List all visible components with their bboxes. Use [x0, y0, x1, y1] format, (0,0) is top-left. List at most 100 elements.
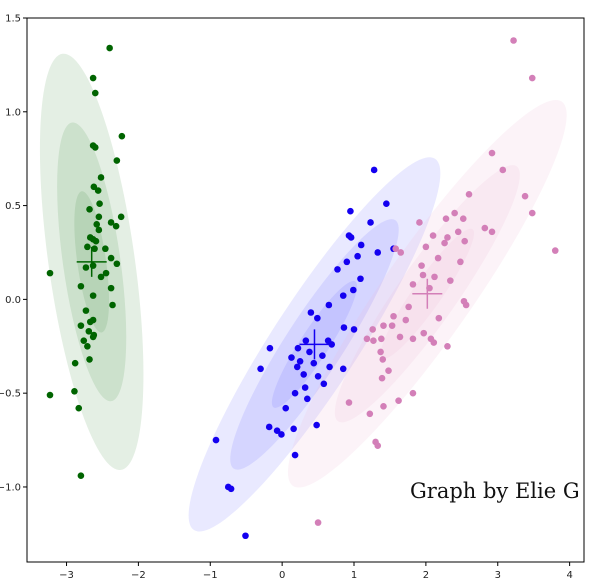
- point-series-1-6: [91, 144, 99, 151]
- point-series-2-2: [383, 200, 390, 208]
- point-series-1-33: [107, 284, 115, 292]
- point-series-1-47: [71, 387, 78, 395]
- point-series-3-18: [441, 239, 448, 247]
- point-series-2-51: [242, 532, 249, 540]
- point-series-2-15: [339, 292, 347, 299]
- point-series-3-6: [521, 192, 529, 200]
- point-series-2-39: [291, 389, 299, 397]
- point-series-1-44: [84, 342, 91, 350]
- point-series-1-22: [84, 243, 91, 251]
- point-series-2-34: [339, 365, 347, 373]
- point-series-2-14: [349, 286, 357, 294]
- point-series-1-23: [91, 245, 98, 253]
- point-series-3-53: [409, 389, 417, 397]
- point-series-1-39: [77, 322, 85, 329]
- point-series-2-22: [302, 337, 310, 344]
- point-series-3-34: [435, 314, 443, 322]
- point-series-3-51: [385, 367, 392, 374]
- y-tick-label-6: −1.0: [0, 482, 21, 493]
- y-tick-label-4: 0.0: [5, 295, 21, 306]
- point-series-2-11: [343, 258, 351, 266]
- point-series-1-4: [118, 132, 126, 140]
- point-series-3-12: [481, 224, 489, 232]
- point-series-3-49: [377, 348, 384, 356]
- point-series-3-15: [429, 232, 437, 239]
- point-series-2-9: [374, 249, 382, 256]
- point-series-1-13: [95, 213, 103, 221]
- point-series-3-43: [363, 335, 371, 343]
- x-tick-label-2: −2: [131, 570, 146, 581]
- x-tick-label-5: 1: [351, 570, 357, 581]
- point-series-2-19: [340, 324, 348, 331]
- point-series-3-41: [378, 335, 385, 343]
- y-tick-label-5: −0.5: [0, 389, 21, 400]
- point-series-3-50: [379, 356, 387, 363]
- plot-frame: [26, 17, 585, 563]
- point-series-1-25: [107, 254, 115, 262]
- point-series-3-22: [551, 247, 559, 254]
- y-tick-label-3: 0.5: [5, 201, 21, 212]
- x-tick-label-6: 2: [423, 570, 429, 581]
- point-series-2-32: [326, 363, 333, 371]
- point-series-3-44: [420, 329, 428, 337]
- point-series-3-2: [528, 74, 536, 82]
- point-series-2-29: [296, 357, 304, 365]
- point-series-2-44: [290, 425, 297, 433]
- point-series-3-9: [442, 215, 450, 223]
- point-series-2-28: [319, 352, 326, 359]
- point-series-3-20: [392, 245, 399, 253]
- point-series-3-56: [380, 403, 387, 410]
- point-series-1-24: [102, 245, 109, 253]
- data-points: [46, 37, 559, 540]
- point-series-3-17: [461, 237, 468, 245]
- point-series-2-16: [325, 301, 333, 309]
- point-series-2-50: [227, 485, 235, 493]
- point-series-1-27: [89, 262, 97, 269]
- point-series-2-3: [347, 207, 354, 215]
- point-series-1-8: [97, 174, 105, 181]
- point-series-2-46: [278, 431, 285, 438]
- point-series-1-14: [117, 213, 125, 221]
- point-series-3-8: [528, 209, 536, 217]
- point-series-3-4: [499, 166, 507, 174]
- point-series-1-16: [93, 221, 101, 228]
- point-series-2-27: [288, 354, 295, 361]
- point-series-2-10: [354, 252, 361, 260]
- point-series-2-26: [306, 348, 313, 356]
- point-series-1-29: [102, 269, 110, 277]
- point-series-3-5: [465, 191, 473, 198]
- point-series-3-32: [462, 301, 470, 309]
- point-series-1-31: [97, 273, 105, 281]
- point-series-2-38: [301, 384, 309, 391]
- point-series-2-23: [328, 341, 336, 348]
- point-series-2-24: [294, 344, 302, 352]
- point-series-2-17: [307, 309, 315, 316]
- point-series-3-23: [434, 254, 442, 262]
- point-series-2-35: [300, 371, 308, 378]
- point-series-1-21: [92, 237, 100, 245]
- point-series-1-43: [80, 337, 88, 344]
- point-series-2-45: [273, 427, 281, 434]
- point-series-3-1: [510, 37, 517, 44]
- point-series-2-43: [265, 423, 273, 431]
- point-series-1-49: [75, 404, 83, 412]
- mean-markers: [76, 246, 443, 360]
- point-series-3-48: [444, 342, 451, 350]
- point-series-3-11: [416, 219, 423, 226]
- point-series-1-40: [85, 327, 93, 335]
- point-series-3-57: [366, 410, 374, 418]
- y-tick-label-2: 1.0: [5, 107, 21, 118]
- point-series-3-13: [454, 228, 462, 236]
- point-series-1-36: [82, 307, 90, 314]
- point-series-2-7: [357, 241, 365, 249]
- point-series-1-32: [77, 282, 85, 290]
- axis-ticks: −3 −2 −1 0 1 2 3 4 1.5 1.0 0.5 0.0 −0.5 −1.0: [0, 14, 573, 582]
- point-series-3-45: [409, 335, 417, 343]
- point-series-3-14: [488, 228, 496, 236]
- point-series-1-48: [46, 391, 54, 399]
- point-series-2-31: [293, 363, 301, 371]
- point-series-3-59: [374, 442, 382, 449]
- point-series-3-16: [444, 234, 451, 241]
- point-series-3-39: [369, 326, 376, 333]
- point-series-2-41: [282, 404, 290, 412]
